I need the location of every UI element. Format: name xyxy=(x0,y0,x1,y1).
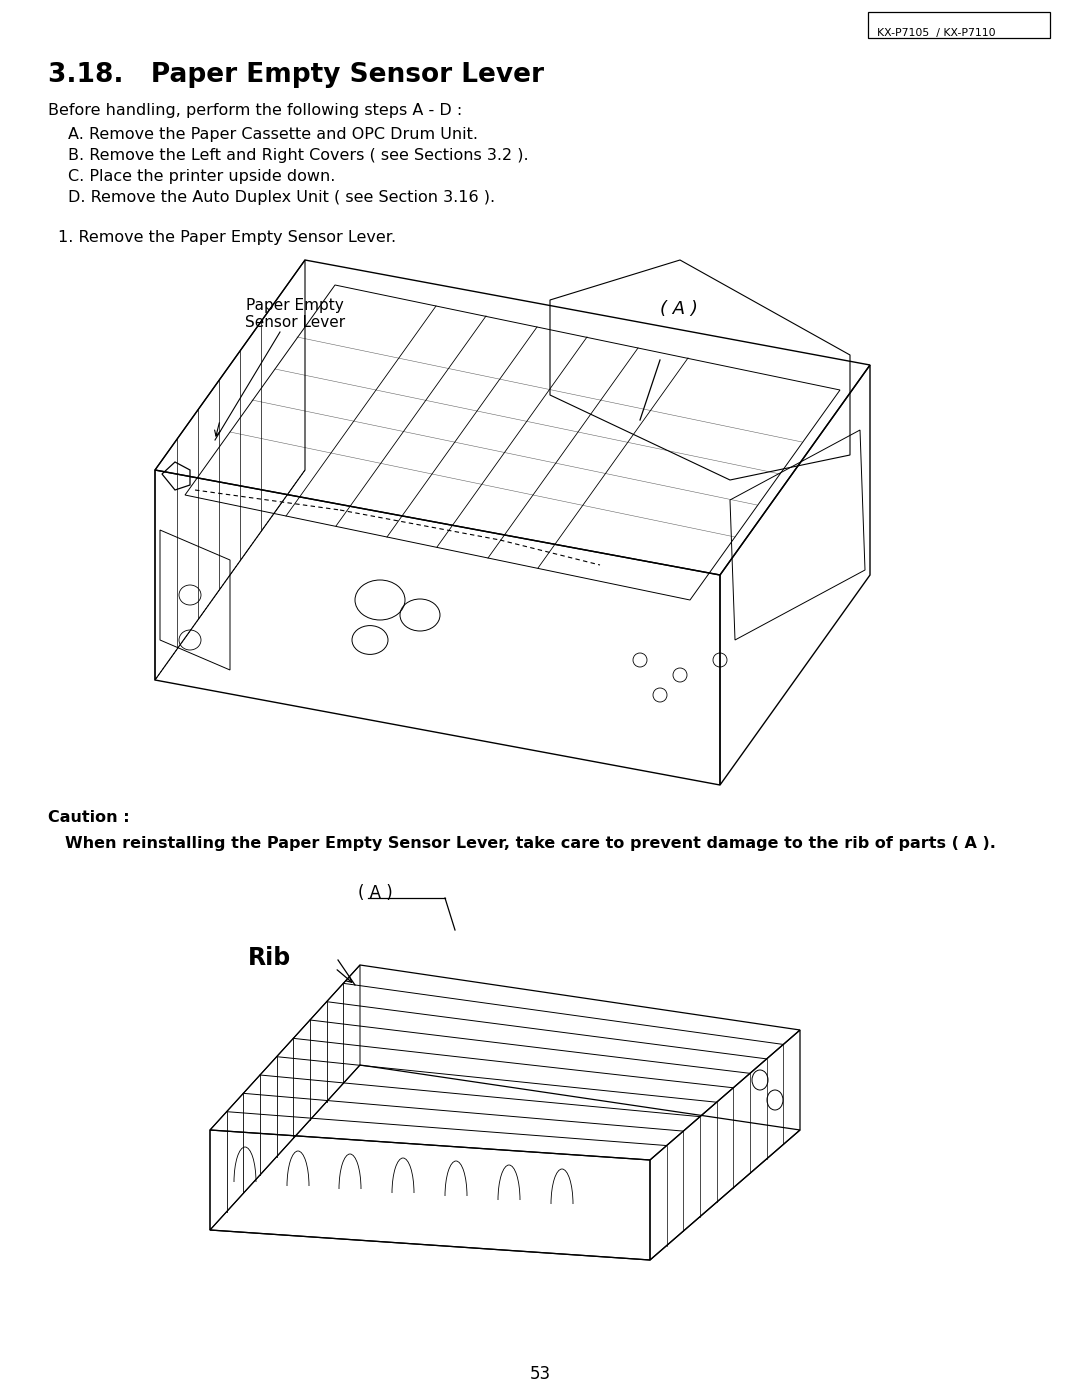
Text: 53: 53 xyxy=(529,1365,551,1383)
Text: A. Remove the Paper Cassette and OPC Drum Unit.: A. Remove the Paper Cassette and OPC Dru… xyxy=(68,127,478,142)
Text: Before handling, perform the following steps A - D :: Before handling, perform the following s… xyxy=(48,103,462,117)
FancyBboxPatch shape xyxy=(868,13,1050,38)
Text: KX-P7105  / KX-P7110: KX-P7105 / KX-P7110 xyxy=(877,28,996,38)
Text: 3.18.   Paper Empty Sensor Lever: 3.18. Paper Empty Sensor Lever xyxy=(48,61,544,88)
Text: Rib: Rib xyxy=(248,946,292,970)
Text: C. Place the printer upside down.: C. Place the printer upside down. xyxy=(68,169,336,184)
Text: ( A ): ( A ) xyxy=(660,300,698,319)
Text: Paper Empty: Paper Empty xyxy=(246,298,343,313)
Text: 1. Remove the Paper Empty Sensor Lever.: 1. Remove the Paper Empty Sensor Lever. xyxy=(58,231,396,244)
Text: When reinstalling the Paper Empty Sensor Lever, take care to prevent damage to t: When reinstalling the Paper Empty Sensor… xyxy=(65,835,996,851)
Text: B. Remove the Left and Right Covers ( see Sections 3.2 ).: B. Remove the Left and Right Covers ( se… xyxy=(68,148,528,163)
Text: D. Remove the Auto Duplex Unit ( see Section 3.16 ).: D. Remove the Auto Duplex Unit ( see Sec… xyxy=(68,190,495,205)
Text: ( A ): ( A ) xyxy=(357,884,393,902)
Text: Sensor Lever: Sensor Lever xyxy=(245,314,346,330)
Text: Caution :: Caution : xyxy=(48,810,130,826)
